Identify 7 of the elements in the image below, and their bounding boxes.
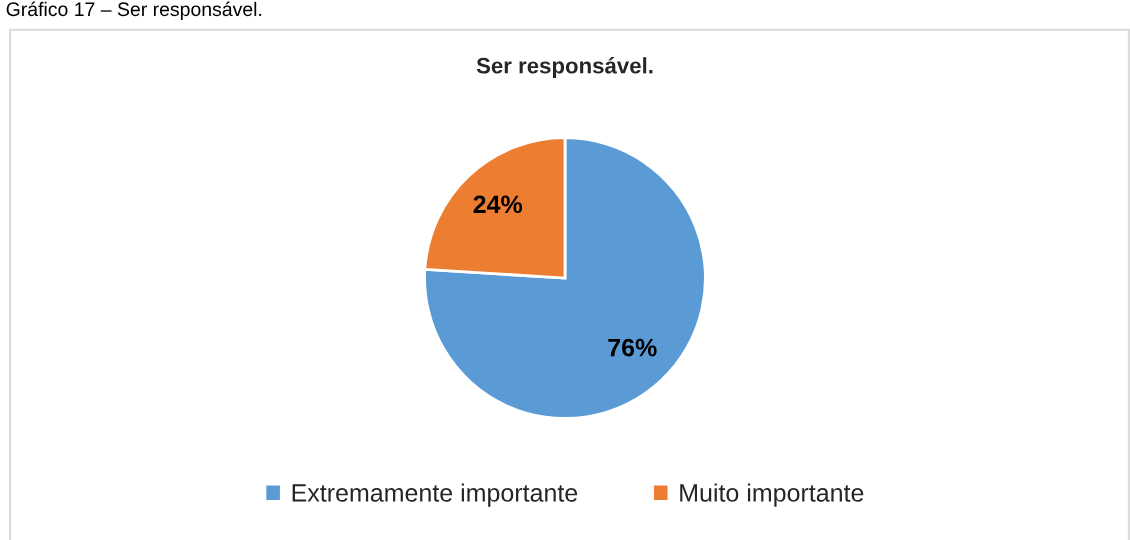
- data-label: 24%: [473, 195, 523, 214]
- pie-slice: [423, 136, 707, 420]
- legend-label: Muito importante: [680, 483, 864, 507]
- data-label: 76%: [608, 338, 657, 357]
- legend-label: Extremamente importante: [292, 483, 578, 507]
- text: Gráfico 17 – Ser responsável.: [6, 1, 262, 20]
- chart-title: Ser responsável.: [476, 57, 653, 78]
